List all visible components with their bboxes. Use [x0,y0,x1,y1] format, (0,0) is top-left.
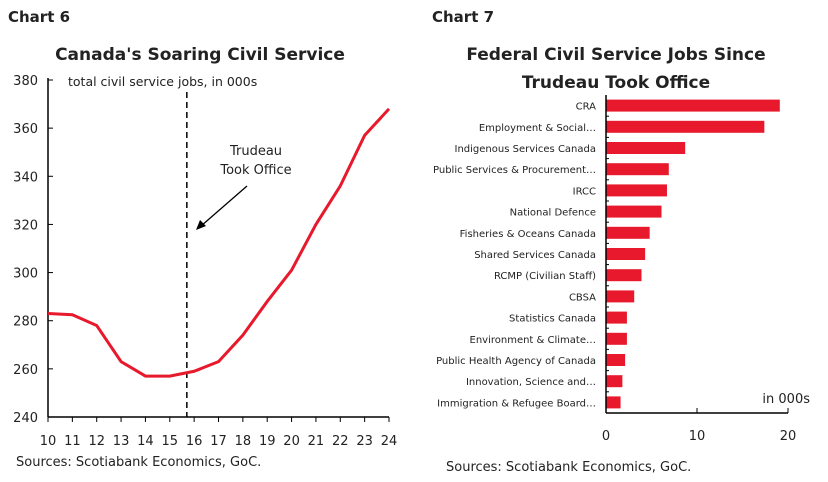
x-tick-label: 23 [356,434,373,449]
category-label: Fisheries & Oceans Canada [460,229,596,240]
bar [606,99,780,112]
chart-subtitle: total civil service jobs, in 000s [68,74,257,89]
bar [606,375,623,388]
chart-7: Federal Civil Service Jobs Since Trudeau … [433,45,810,475]
y-tick-label: 380 [13,74,38,89]
bar [606,332,627,345]
category-label: Indigenous Services Canada [455,144,597,155]
bar [606,248,646,260]
y-tick-label: 280 [13,315,38,330]
x-tick-label: 24 [381,434,398,449]
bar [606,269,642,282]
chart-title: Canada's Soaring Civil Service [55,45,345,65]
category-label: Immigration & Refugee Board… [437,398,596,409]
category-label: Statistics Canada [509,314,596,325]
category-label: CBSA [569,292,596,303]
category-label: Environment & Climate… [470,335,597,346]
category-label: Shared Services Canada [474,250,596,261]
x-tick-label: 17 [210,434,227,449]
chart-title-line-2: Trudeau Took Office [522,73,710,93]
bar [606,290,635,303]
x-tick-label: 14 [137,434,154,449]
y-tick-label: 240 [13,411,38,426]
bar [606,354,626,366]
series-line [47,107,391,378]
chart-6: Canada's Soaring Civil Service total civi… [13,45,397,470]
bar [606,120,765,133]
y-tick-label: 300 [13,267,38,282]
bar [606,226,650,239]
category-label: Innovation, Science and… [466,377,596,388]
chart6-header: Chart 6 [8,8,70,26]
y-tick-label: 260 [13,363,38,378]
category-label: National Defence [510,208,596,219]
bar [606,163,669,176]
source-note: Sources: Scotiabank Economics, GoC. [16,455,261,470]
bar [606,205,662,218]
x-tick-label: 0 [602,429,610,444]
bar [606,142,686,154]
x-tick-label: 10 [689,429,706,444]
category-label: CRA [576,102,597,113]
x-tick-label: 15 [162,434,179,449]
x-tick-label: 12 [88,434,105,449]
category-label: Employment & Social… [479,123,596,134]
x-tick-label: 22 [332,434,349,449]
x-tick-label: 10 [40,434,57,449]
arrow-head [196,220,206,230]
x-tick-label: 21 [308,434,325,449]
y-tick-label: 360 [13,122,38,137]
x-tick-label: 19 [259,434,276,449]
source-note: Sources: Scotiabank Economics, GoC. [446,460,691,475]
category-label: Public Health Agency of Canada [436,356,596,367]
category-label: RCMP (Civilian Staff) [494,271,596,282]
bar [606,311,627,324]
x-tick-label: 11 [64,434,81,449]
x-tick-label: 20 [780,429,797,444]
annotation-line-2: Took Office [219,163,291,178]
x-tick-label: 20 [283,434,300,449]
y-tick-label: 320 [13,218,38,233]
x-tick-label: 16 [186,434,203,449]
chart7-header: Chart 7 [432,8,494,26]
unit-label: in 000s [762,392,810,407]
y-tick-label: 340 [13,170,38,185]
annotation-line-1: Trudeau [229,144,282,159]
category-label: Public Services & Procurement… [433,165,596,176]
bar [606,184,667,197]
category-label: IRCC [573,186,596,197]
x-tick-label: 18 [235,434,252,449]
chart-title-line-1: Federal Civil Service Jobs Since [466,45,765,65]
bar [606,396,621,409]
x-tick-label: 13 [113,434,130,449]
annotation-arrow [200,185,248,227]
